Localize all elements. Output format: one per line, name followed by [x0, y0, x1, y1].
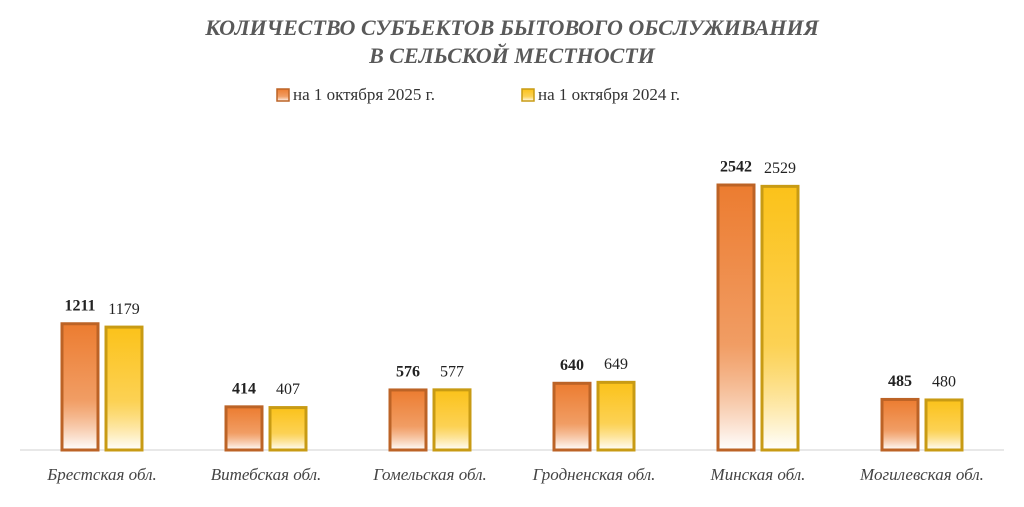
value-label: 649 — [604, 356, 628, 373]
value-label: 414 — [232, 381, 256, 398]
x-tick-label: Могилевская обл. — [859, 465, 984, 484]
bar — [924, 398, 964, 452]
value-label: 2529 — [764, 160, 796, 177]
value-label: 480 — [932, 374, 956, 391]
bar — [224, 405, 264, 452]
x-tick-label: Витебская обл. — [211, 465, 322, 484]
legend-label: на 1 октября 2025 г. — [293, 85, 435, 104]
value-label: 640 — [560, 357, 584, 374]
bar — [596, 380, 636, 452]
bar — [760, 184, 800, 452]
value-label: 1211 — [64, 297, 95, 314]
bar — [388, 388, 428, 452]
value-label: 485 — [888, 373, 912, 390]
value-label: 2542 — [720, 159, 752, 176]
bar — [880, 397, 920, 452]
bar — [60, 322, 100, 452]
legend-swatch — [521, 88, 535, 102]
chart-title: КОЛИЧЕСТВО СУБЪЕКТОВ БЫТОВОГО ОБСЛУЖИВАН… — [204, 15, 819, 40]
x-tick-label: Минская обл. — [710, 465, 806, 484]
bar — [268, 406, 308, 452]
chart-title: В СЕЛЬСКОЙ МЕСТНОСТИ — [368, 43, 656, 68]
x-tick-label: Гродненская обл. — [532, 465, 656, 484]
value-label: 407 — [276, 381, 300, 398]
bar — [552, 381, 592, 452]
legend-label: на 1 октября 2024 г. — [538, 85, 680, 104]
bar — [716, 183, 756, 452]
bar — [104, 325, 144, 452]
x-tick-label: Брестская обл. — [46, 465, 156, 484]
legend-swatch — [276, 88, 290, 102]
value-label: 577 — [440, 364, 464, 381]
bar — [432, 388, 472, 452]
value-label: 576 — [396, 364, 420, 381]
x-tick-label: Гомельская обл. — [372, 465, 487, 484]
value-label: 1179 — [108, 301, 139, 318]
